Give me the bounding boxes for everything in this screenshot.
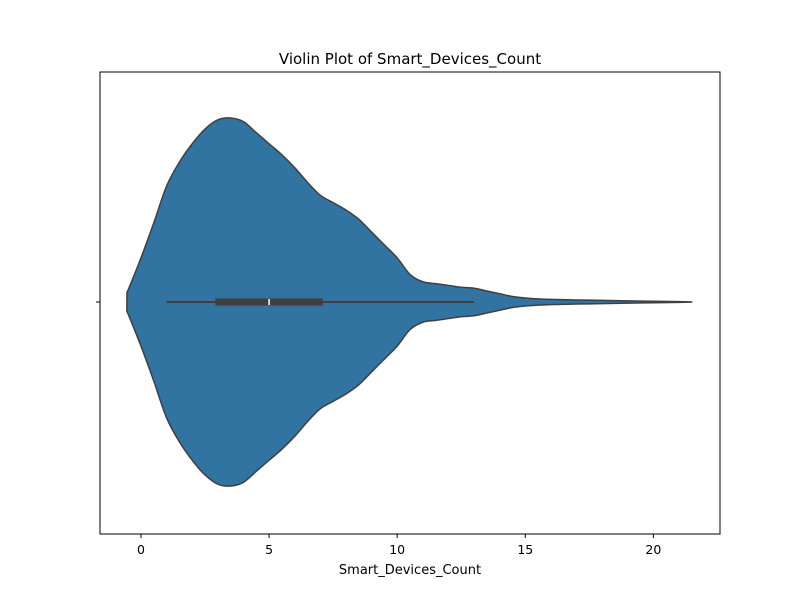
x-tick-label: 0 bbox=[137, 542, 145, 557]
axes-frame bbox=[99, 71, 721, 535]
x-tick-label: 20 bbox=[645, 542, 661, 557]
chart-title: Violin Plot of Smart_Devices_Count bbox=[279, 50, 541, 69]
x-tick-label: 10 bbox=[389, 542, 405, 557]
x-axis-label: Smart_Devices_Count bbox=[339, 563, 481, 578]
plot-area bbox=[126, 117, 693, 487]
x-tick-label: 5 bbox=[265, 542, 273, 557]
x-axis: 0 5 10 15 20 bbox=[137, 534, 661, 557]
x-tick-label: 15 bbox=[517, 542, 533, 557]
